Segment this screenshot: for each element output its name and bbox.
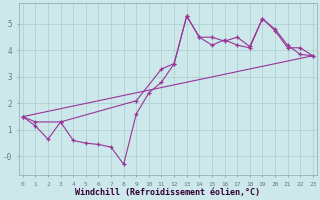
X-axis label: Windchill (Refroidissement éolien,°C): Windchill (Refroidissement éolien,°C): [75, 188, 260, 197]
